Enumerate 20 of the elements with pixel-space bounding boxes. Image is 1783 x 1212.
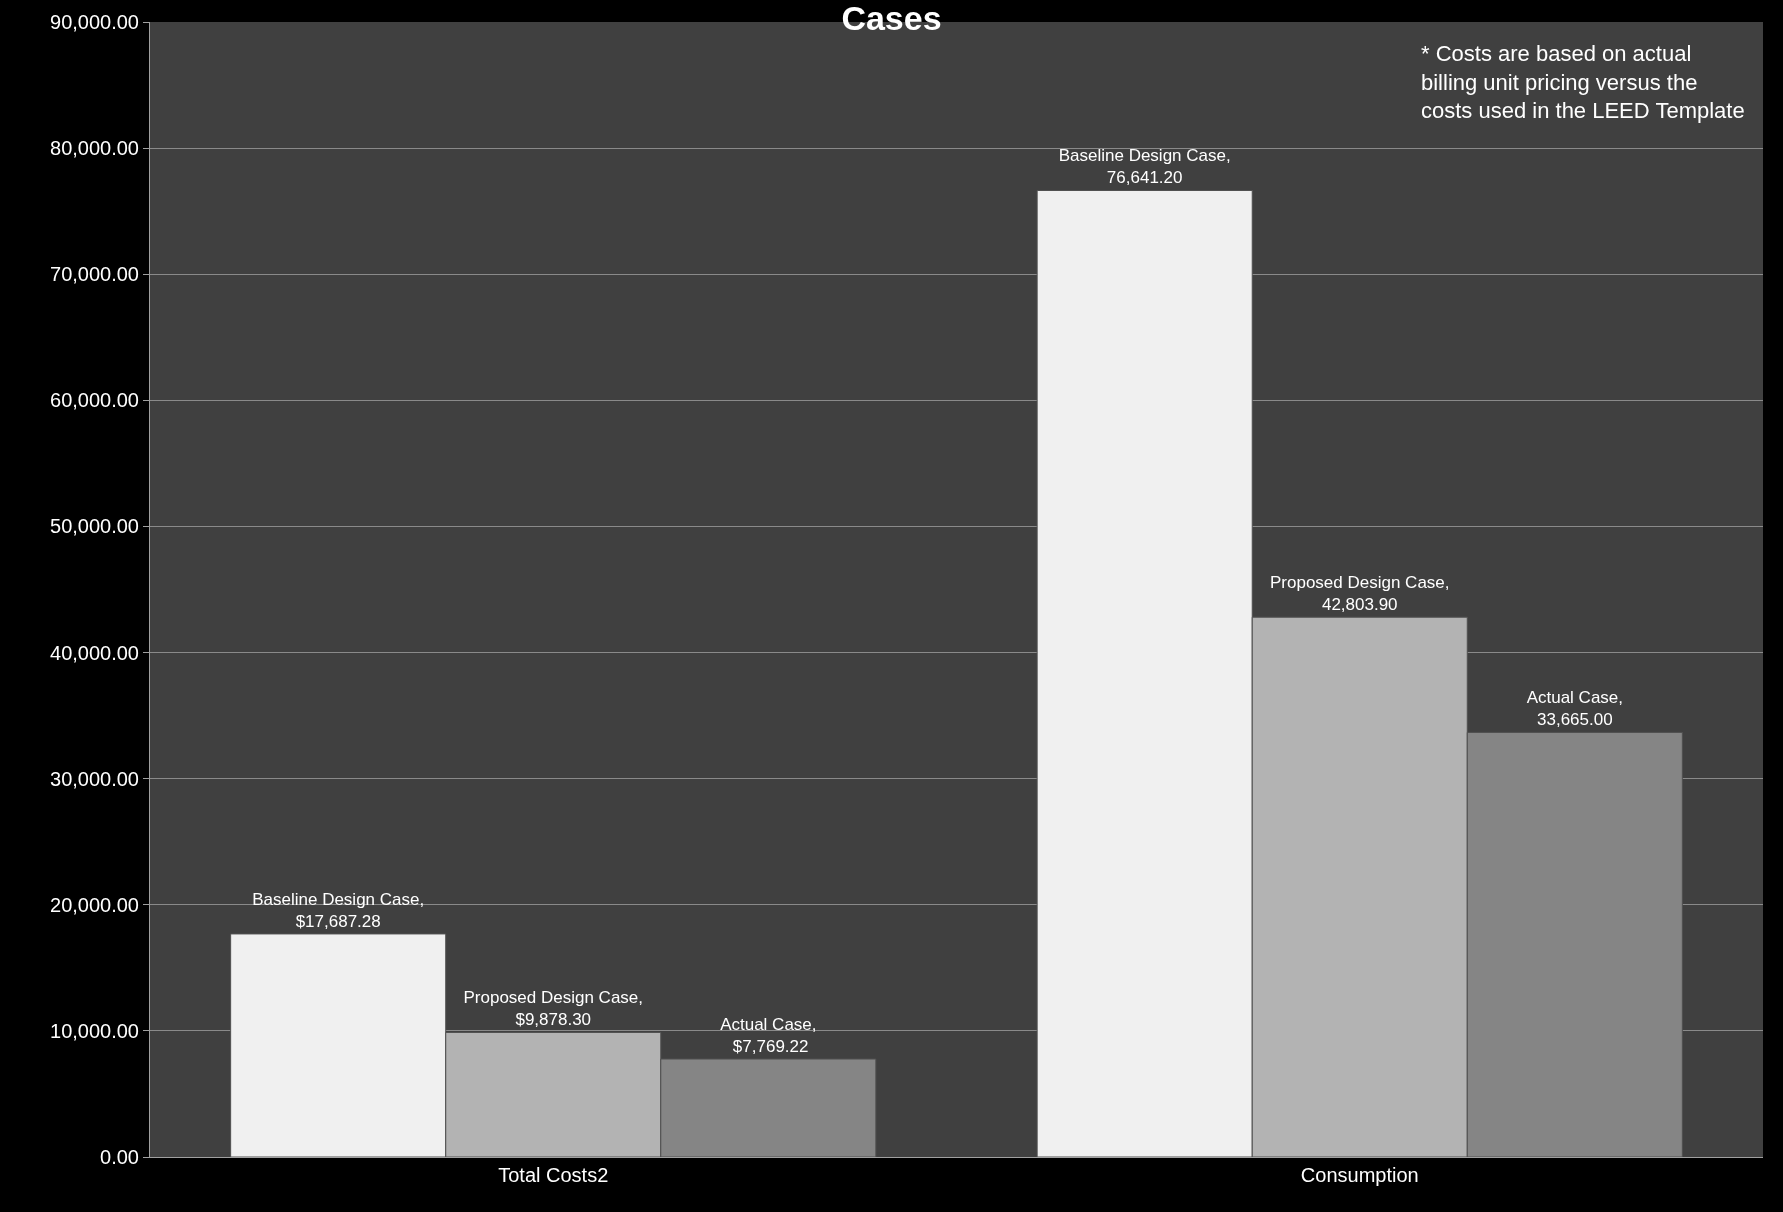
- y-tick-label: 30,000.00: [50, 767, 139, 790]
- y-tick-label: 50,000.00: [50, 515, 139, 538]
- data-label: Proposed Design Case, $9,878.30: [463, 988, 644, 1030]
- data-label: Actual Case, 33,665.00: [1526, 688, 1624, 730]
- y-tick-label: 80,000.00: [50, 137, 139, 160]
- annotation: * Costs are based on actual billing unit pricing versus the costs used in the LEED Template: [1421, 41, 1745, 124]
- y-tick-label: 10,000.00: [50, 1019, 139, 1042]
- data-label: Baseline Design Case, $17,687.28: [252, 889, 425, 931]
- y-tick-label: 20,000.00: [50, 893, 139, 916]
- y-tick-label: 60,000.00: [50, 389, 139, 412]
- y-tick-label: 90,000.00: [50, 11, 139, 33]
- y-tick-label: 40,000.00: [50, 641, 139, 664]
- data-label: Actual Case, $7,769.22: [720, 1014, 817, 1057]
- y-tick-label: 0.00: [100, 1146, 139, 1168]
- x-tick-label: Consumption: [1300, 1164, 1419, 1186]
- data-label: Baseline Design Case, 76,641.20: [1058, 146, 1231, 188]
- chart-title: Cases: [841, 0, 942, 37]
- y-tick-label: 70,000.00: [50, 263, 139, 286]
- x-tick-label: Total Costs2: [498, 1164, 609, 1186]
- data-label: Proposed Design Case, 42,803.90: [1269, 573, 1450, 615]
